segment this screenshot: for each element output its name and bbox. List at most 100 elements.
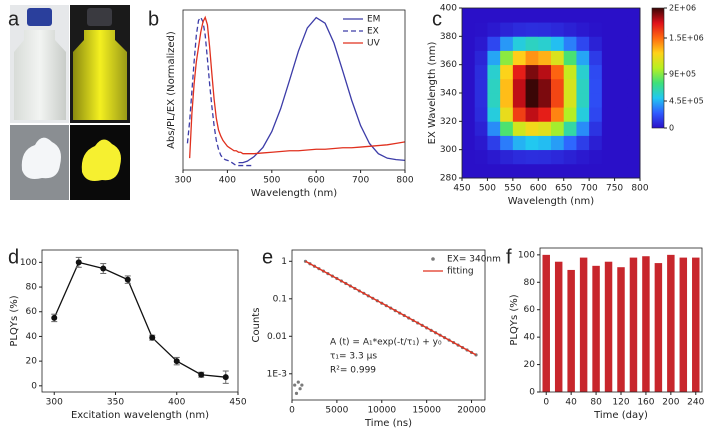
heat-cell xyxy=(462,163,476,179)
heat-cell xyxy=(538,64,552,80)
heat-cell xyxy=(589,149,603,165)
heat-cell xyxy=(551,149,565,165)
heat-cell xyxy=(474,121,488,136)
heat-cell xyxy=(563,121,577,136)
y-tick-label: 380 xyxy=(440,32,457,42)
plot-frame xyxy=(291,249,486,401)
y-axis-label: PLQYs (%) xyxy=(509,294,520,345)
x-tick-label: 750 xyxy=(606,184,623,194)
heat-cell xyxy=(576,163,590,179)
heat-cell xyxy=(614,149,628,165)
heat-cell xyxy=(462,78,476,94)
heat-cell xyxy=(512,163,526,179)
bar xyxy=(642,256,650,392)
powder xyxy=(21,137,61,179)
heat-cell xyxy=(601,78,615,94)
heat-cell xyxy=(614,163,628,179)
heat-cell xyxy=(601,121,615,136)
heat-cell xyxy=(551,78,565,94)
y-tick-label: 100 xyxy=(20,258,37,268)
x-tick-label: 160 xyxy=(637,398,654,408)
point xyxy=(173,358,180,365)
series-line xyxy=(189,15,406,159)
y-tick-label: 0.1 xyxy=(273,294,287,304)
x-tick-label: 400 xyxy=(168,398,185,408)
heat-cell xyxy=(525,64,539,80)
heat-cell xyxy=(487,22,501,37)
heat-cell xyxy=(576,121,590,136)
heat-cell xyxy=(601,107,615,122)
heat-cell xyxy=(487,163,501,179)
y-tick-label: 0 xyxy=(31,381,37,391)
heat-cell xyxy=(512,64,526,80)
bar xyxy=(629,257,638,392)
x-tick-label: 700 xyxy=(352,176,369,186)
heat-cell xyxy=(627,78,641,94)
heat-cell xyxy=(462,64,476,80)
heat-cell xyxy=(538,135,552,151)
heat-cell xyxy=(589,107,603,122)
heat-cell xyxy=(512,78,526,94)
point xyxy=(124,276,131,283)
y-tick-label: 60 xyxy=(524,305,536,315)
heat-cell xyxy=(627,107,641,122)
y-tick-label: 360 xyxy=(440,60,457,70)
heat-cell xyxy=(500,36,514,51)
heat-cell xyxy=(500,107,514,122)
legend-marker xyxy=(431,257,435,261)
heat-cell xyxy=(614,78,628,94)
heat-cell xyxy=(500,64,514,80)
point xyxy=(198,371,205,378)
heat-cell xyxy=(525,135,539,151)
heat-cell xyxy=(525,93,539,108)
bar xyxy=(604,261,613,392)
heat-cell xyxy=(538,149,552,165)
x-tick-label: 240 xyxy=(687,398,704,408)
heat-cell xyxy=(474,107,488,122)
y-tick-label: 100 xyxy=(518,250,535,260)
heat-cell xyxy=(563,64,577,80)
heat-cell xyxy=(538,8,552,23)
heat-cell xyxy=(601,135,615,151)
series-line xyxy=(186,16,255,167)
x-tick-label: 350 xyxy=(107,398,124,408)
heat-cell xyxy=(462,107,476,122)
heat-cell xyxy=(576,64,590,80)
heat-cell xyxy=(462,8,476,23)
heat-cell xyxy=(627,149,641,165)
bottle xyxy=(14,30,66,120)
heat-cell xyxy=(627,8,641,23)
heat-cell xyxy=(551,107,565,122)
heat-cell xyxy=(500,149,514,165)
heat-cell xyxy=(487,121,501,136)
panel-label: f xyxy=(506,246,512,268)
heat-cell xyxy=(474,78,488,94)
heat-cell xyxy=(563,163,577,179)
colorbar-label: 9E+05 xyxy=(669,70,696,79)
heat-cell xyxy=(563,78,577,94)
heat-cell xyxy=(525,149,539,165)
heat-cell xyxy=(589,78,603,94)
y-tick-label: 80 xyxy=(524,278,536,288)
heat-cell xyxy=(627,163,641,179)
x-tick-label: 0 xyxy=(543,398,549,408)
heat-cell xyxy=(525,50,539,66)
heat-cell xyxy=(576,107,590,122)
heat-cell xyxy=(551,8,565,23)
x-tick-label: 700 xyxy=(581,184,598,194)
bottle-cap xyxy=(27,8,52,26)
y-tick-label: 20 xyxy=(26,357,38,367)
heat-cell xyxy=(551,36,565,51)
colorbar-label: 4.5E+05 xyxy=(669,97,704,106)
point xyxy=(298,387,302,391)
heat-cell xyxy=(601,8,615,23)
heat-cell xyxy=(551,135,565,151)
heat-cell xyxy=(538,107,552,122)
heat-cell xyxy=(487,93,501,108)
heat-cell xyxy=(538,50,552,66)
y-tick-label: 60 xyxy=(26,307,38,317)
point xyxy=(294,391,299,395)
colorbar-label: 1.5E+06 xyxy=(669,34,704,43)
heat-cell xyxy=(487,50,501,66)
powder xyxy=(81,139,121,181)
